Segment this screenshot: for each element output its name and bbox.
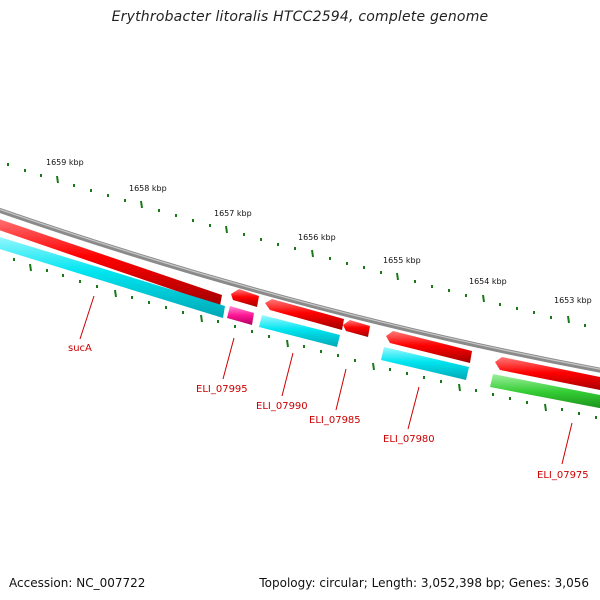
major-tick	[544, 403, 547, 412]
leader-line-ELI-07985	[335, 368, 347, 411]
genome-summary-text: Topology: circular; Length: 3,052,398 bp…	[259, 576, 589, 590]
leader-line-ELI-07995	[222, 337, 235, 380]
gene-label-ELI-07980[interactable]: ELI_07980	[383, 434, 435, 445]
major-tick-row	[56, 175, 570, 324]
forward-gene-ELI-07985[interactable]	[343, 320, 370, 337]
leader-line-sucA	[79, 295, 95, 340]
scale-label: 1656 kbp	[298, 233, 336, 242]
leader-line-ELI-07980	[407, 386, 420, 430]
major-tick	[140, 200, 143, 209]
cds-ELI-07990[interactable]	[259, 315, 340, 347]
upper-scale-ticks: 1659 kbp 1658 kbp 1657 kbp 1656 kbp 1655…	[7, 158, 592, 327]
major-tick	[458, 383, 461, 392]
gene-label-ELI-07995[interactable]: ELI_07995	[196, 384, 248, 395]
major-tick	[286, 339, 289, 348]
map-title: Erythrobacter litoralis HTCC2594, comple…	[111, 9, 489, 25]
accession-text: Accession: NC_007722	[9, 576, 146, 590]
cds-sucA[interactable]	[0, 234, 225, 318]
forward-gene-ELI-07980[interactable]	[386, 331, 472, 363]
feature-ELI-07995[interactable]	[227, 306, 254, 325]
major-tick	[311, 249, 314, 258]
genome-backbone	[0, 207, 600, 373]
forward-gene-ELI-07975[interactable]	[495, 357, 600, 392]
feature-ELI-07975[interactable]	[490, 374, 600, 410]
gene-label-ELI-07985[interactable]: ELI_07985	[309, 415, 361, 426]
scale-label: 1657 kbp	[214, 209, 252, 218]
leader-line-ELI-07975	[561, 422, 573, 465]
label-leaders	[79, 295, 573, 465]
major-tick	[396, 272, 399, 281]
scale-label: 1653 kbp	[554, 296, 592, 305]
major-tick	[482, 294, 485, 303]
scale-label: 1654 kbp	[469, 277, 507, 286]
lower-scale-ticks	[13, 258, 597, 419]
scale-label: 1658 kbp	[129, 184, 167, 193]
major-tick	[29, 263, 32, 272]
forward-gene-ELI-07990[interactable]	[265, 299, 344, 330]
leader-line-ELI-07990	[281, 352, 294, 397]
minor-tick-row	[7, 163, 586, 327]
major-tick	[200, 314, 203, 323]
major-tick	[56, 175, 59, 184]
cds-ELI-07980[interactable]	[381, 347, 469, 380]
major-tick	[372, 362, 375, 371]
major-tick	[225, 225, 228, 234]
gene-label-ELI-07990[interactable]: ELI_07990	[256, 401, 308, 412]
gene-label-sucA[interactable]: sucA	[68, 343, 92, 354]
scale-label: 1655 kbp	[383, 256, 421, 265]
scale-label: 1659 kbp	[46, 158, 84, 167]
forward-gene-ELI-07995[interactable]	[231, 289, 259, 307]
genome-backbone-highlight	[0, 208, 600, 370]
gene-label-ELI-07975[interactable]: ELI_07975	[537, 470, 589, 481]
major-tick	[114, 289, 117, 298]
forward-gene-sucA[interactable]	[0, 216, 222, 306]
major-tick	[567, 315, 570, 324]
